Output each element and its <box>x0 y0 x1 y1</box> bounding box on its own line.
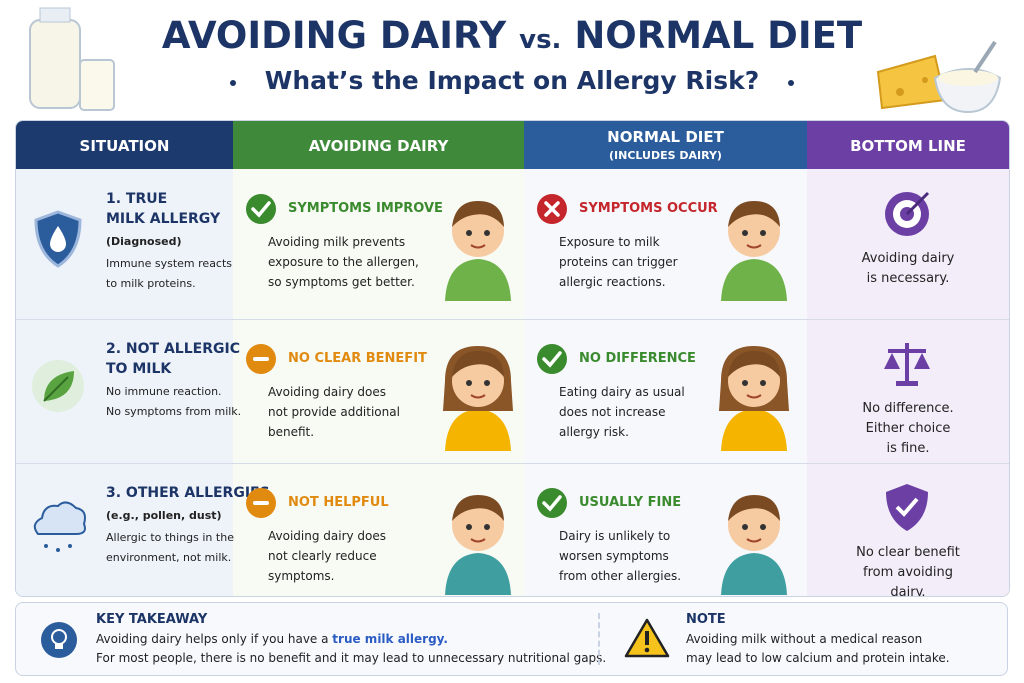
situation-description: No immune reaction. <box>106 385 222 398</box>
cell-text: not clearly reduce <box>268 549 377 563</box>
bulb-icon <box>41 622 77 658</box>
situation-title: 3. OTHER ALLERGIES <box>106 485 270 501</box>
cell-text: Avoiding dairy does <box>268 529 387 543</box>
footer: KEY TAKEAWAY Avoiding dairy helps only i… <box>15 602 1008 676</box>
cell-text: Eating dairy as usual <box>559 385 685 399</box>
title-vs: vs. <box>519 25 562 55</box>
status-icon <box>246 194 276 224</box>
bottom-line-text: Either choice <box>865 421 951 436</box>
status-icon <box>246 488 276 518</box>
bottom-line-icon <box>886 484 928 531</box>
cell-text: does not increase <box>559 405 666 419</box>
column-title: AVOIDING DAIRY <box>308 137 449 155</box>
situation-qualifier: (e.g., pollen, dust) <box>106 509 222 522</box>
situation-icon <box>33 501 86 552</box>
cell-text: benefit. <box>268 425 315 439</box>
table: SITUATION AVOIDING DAIRY NORMAL DIET (INCLU… <box>15 120 1010 597</box>
bottom-line-text: is necessary. <box>866 271 950 286</box>
situation-icon <box>32 360 84 412</box>
cell-text: exposure to the allergen, <box>268 255 419 269</box>
warning-icon <box>624 618 670 658</box>
cell-text: so symptoms get better. <box>268 275 415 289</box>
note-line: may lead to low calcium and protein inta… <box>686 651 950 665</box>
status-icon <box>246 344 276 374</box>
situation-description: environment, not milk. <box>106 551 232 564</box>
status-icon <box>537 344 567 374</box>
child-illustration <box>721 495 787 595</box>
status-label: SYMPTOMS IMPROVE <box>288 201 443 216</box>
row-divider <box>16 463 1009 464</box>
situation-description: Immune system reacts <box>106 257 233 270</box>
child-illustration <box>445 201 511 301</box>
cell-text: worsen symptoms <box>559 549 669 563</box>
column-header: NORMAL DIET (INCLUDES DAIRY) <box>524 121 808 169</box>
status-label: USUALLY FINE <box>579 495 682 510</box>
situation-description: Allergic to things in the <box>106 531 234 544</box>
bottom-line-icon <box>884 343 930 386</box>
situation-icon <box>34 210 82 268</box>
status-label: NO DIFFERENCE <box>579 351 696 366</box>
cell-text: proteins can trigger <box>559 255 678 269</box>
child-illustration <box>443 346 513 451</box>
cell-text: symptoms. <box>268 569 335 583</box>
situation-description: to milk proteins. <box>106 277 196 290</box>
bottom-line-text: No clear benefit <box>856 545 960 560</box>
child-illustration <box>721 201 787 301</box>
bottom-line-icon <box>885 191 930 236</box>
subtitle: What’s the Impact on Allergy Risk? <box>264 66 760 95</box>
takeaway-text: Avoiding dairy helps only if you have a <box>96 632 333 646</box>
child-illustration <box>719 346 789 451</box>
situation-qualifier: (Diagnosed) <box>106 235 182 248</box>
situation-title: 1. TRUE <box>106 191 168 207</box>
takeaway-line: Avoiding dairy helps only if you have a … <box>96 632 448 646</box>
column-header: SITUATION <box>16 121 234 169</box>
column-title: NORMAL DIET <box>607 128 724 146</box>
status-icon <box>537 488 567 518</box>
bottom-line-text: is fine. <box>886 441 930 456</box>
cell-text: allergic reactions. <box>559 275 666 289</box>
bottom-line-text: Avoiding dairy <box>861 251 955 266</box>
divider <box>598 613 600 665</box>
row-divider <box>16 319 1009 320</box>
column-header: BOTTOM LINE <box>807 121 1009 169</box>
child-illustration <box>445 495 511 595</box>
status-icon <box>537 194 567 224</box>
cell-text: Exposure to milk <box>559 235 660 249</box>
situation-title: 2. NOT ALLERGIC <box>106 341 240 357</box>
status-label: NO CLEAR BENEFIT <box>288 351 427 366</box>
column-subtitle: (INCLUDES DAIRY) <box>609 149 722 162</box>
bottom-line-text: No difference. <box>862 401 954 416</box>
cell-text: Avoiding dairy does <box>268 385 387 399</box>
situation-description: No symptoms from milk. <box>106 405 242 418</box>
cell-text: Avoiding milk prevents <box>268 235 406 249</box>
title-left: AVOIDING DAIRY <box>161 14 507 57</box>
takeaway-highlight: true milk allergy. <box>332 632 448 646</box>
note-line: Avoiding milk without a medical reason <box>686 632 923 646</box>
note-title: NOTE <box>686 612 726 627</box>
decor <box>29 7 1002 114</box>
cell-text: allergy risk. <box>559 425 629 439</box>
takeaway-line: For most people, there is no benefit and… <box>96 651 607 665</box>
cell-text: not provide additional <box>268 405 400 419</box>
title: AVOIDING DAIRY vs. NORMAL DIET <box>0 14 1024 57</box>
title-right: NORMAL DIET <box>574 14 863 57</box>
cell-text: Dairy is unlikely to <box>559 529 671 543</box>
status-label: NOT HELPFUL <box>288 495 389 510</box>
situation-title: MILK ALLERGY <box>106 211 221 227</box>
cell-text: from other allergies. <box>559 569 682 583</box>
takeaway-title: KEY TAKEAWAY <box>96 612 208 627</box>
status-label: SYMPTOMS OCCUR <box>579 201 718 216</box>
bottom-line-text: dairy. <box>890 585 926 597</box>
bottom-line-text: from avoiding <box>863 565 953 580</box>
column-header: AVOIDING DAIRY <box>233 121 525 169</box>
column-title: BOTTOM LINE <box>850 137 966 155</box>
column-title: SITUATION <box>79 137 170 155</box>
situation-title: TO MILK <box>106 361 172 377</box>
